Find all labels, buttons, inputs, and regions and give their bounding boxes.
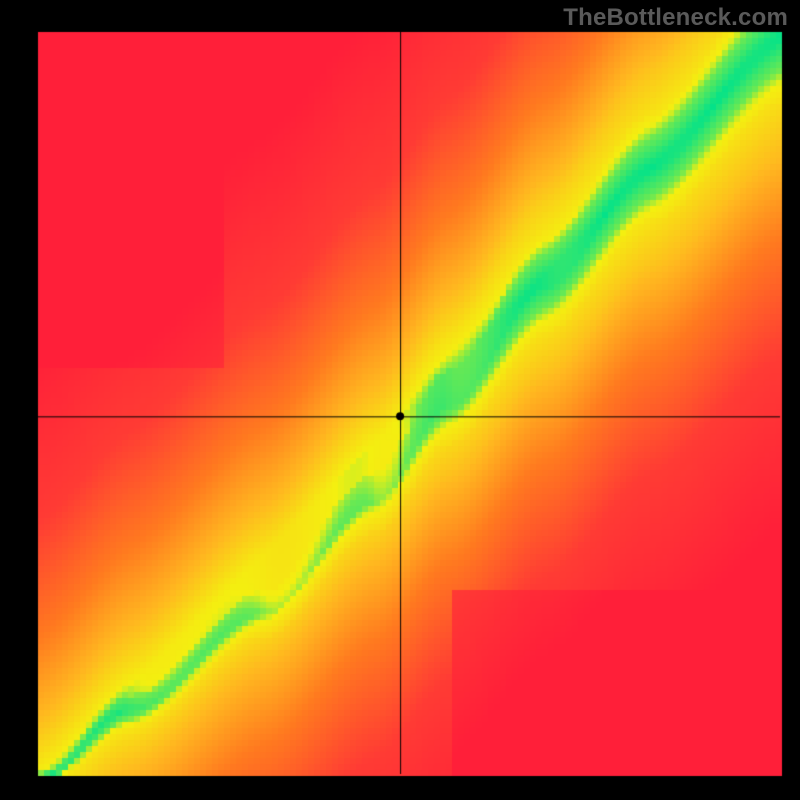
heatmap-canvas [0, 0, 800, 800]
chart-frame: TheBottleneck.com [0, 0, 800, 800]
watermark-text: TheBottleneck.com [563, 4, 788, 32]
